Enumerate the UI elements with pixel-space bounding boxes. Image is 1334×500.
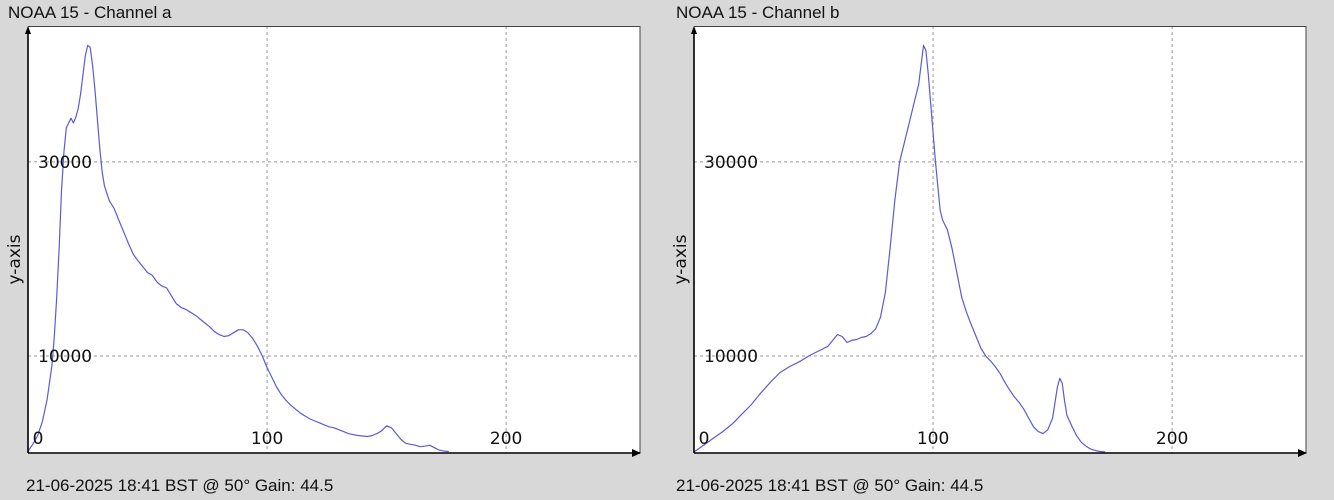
plot-area (28, 26, 640, 453)
y-tick-label: 30000 (38, 153, 92, 173)
chart-footer: 21-06-2025 18:41 BST @ 50° Gain: 44.5 (676, 476, 984, 495)
chart-plot-channel-a: 0 100 200 10000 30000 y-axis (0, 26, 642, 474)
x-axis-arrow (632, 449, 641, 457)
chart-svg: 0 100 200 10000 30000 y-axis (671, 26, 1307, 457)
chart-svg: 0 100 200 10000 30000 y-axis (5, 26, 641, 457)
y-axis-arrow (25, 26, 31, 34)
chart-footer: 21-06-2025 18:41 BST @ 50° Gain: 44.5 (26, 476, 334, 495)
x-axis-arrow (1298, 449, 1307, 457)
x-tick-label: 0 (699, 429, 710, 449)
chart-plot-channel-b: 0 100 200 10000 30000 y-axis (666, 26, 1308, 474)
y-tick-label: 10000 (38, 347, 92, 367)
series-line (27, 44, 449, 453)
x-tick-label: 200 (490, 429, 522, 449)
x-tick-label: 100 (251, 429, 283, 449)
y-axis-arrow (691, 26, 697, 34)
x-tick-label: 0 (33, 429, 44, 449)
chart-title: NOAA 15 - Channel a (8, 3, 172, 22)
chart-title: NOAA 15 - Channel b (676, 3, 840, 22)
y-tick-label: 30000 (704, 153, 758, 173)
plot-area (694, 26, 1306, 453)
series-line (693, 44, 1106, 453)
x-tick-label: 200 (1156, 429, 1188, 449)
x-tick-label: 100 (917, 429, 949, 449)
y-tick-label: 10000 (704, 347, 758, 367)
y-axis-label: y-axis (5, 234, 25, 284)
y-axis-label: y-axis (671, 234, 691, 284)
